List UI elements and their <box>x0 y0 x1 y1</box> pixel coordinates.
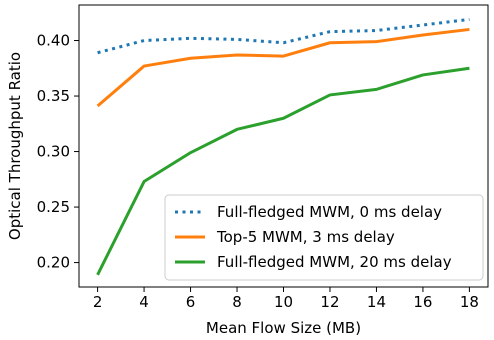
y-tick-label: 0.40 <box>37 32 70 50</box>
y-tick-label: 0.25 <box>37 198 70 216</box>
series-layer <box>96 17 470 276</box>
x-tick-label: 14 <box>367 293 386 311</box>
y-tick-label: 0.30 <box>37 143 70 161</box>
x-tick-label: 18 <box>460 293 479 311</box>
legend: Full-fledged MWM, 0 ms delay Top-5 MWM, 3… <box>164 194 484 281</box>
x-tick-label: 10 <box>274 293 293 311</box>
x-tick-label: 4 <box>139 293 149 311</box>
x-tick-label: 2 <box>93 293 103 311</box>
series-line-2 <box>96 27 470 108</box>
legend-box <box>164 194 484 281</box>
legend-label-3: Full-fledged MWM, 20 ms delay <box>217 253 452 271</box>
series-line-1 <box>97 17 470 55</box>
x-tick-label: 12 <box>320 293 339 311</box>
axes-layer: 2 4 6 8 10 12 14 16 18 0.20 0.25 0.30 0.35 0.40 <box>37 4 489 311</box>
x-tick-label: 6 <box>186 293 196 311</box>
legend-label-1: Full-fledged MWM, 0 ms delay <box>217 203 442 221</box>
x-tick-label: 8 <box>232 293 242 311</box>
y-tick-label: 0.20 <box>37 254 70 272</box>
series-line-3 <box>96 66 470 276</box>
x-tick-label: 16 <box>413 293 432 311</box>
x-axis-label: Mean Flow Size (MB) <box>206 319 361 337</box>
y-axis-label: Optical Throughput Ratio <box>6 52 24 240</box>
legend-label-2: Top-5 MWM, 3 ms delay <box>216 228 395 246</box>
y-tick-label: 0.35 <box>37 87 70 105</box>
